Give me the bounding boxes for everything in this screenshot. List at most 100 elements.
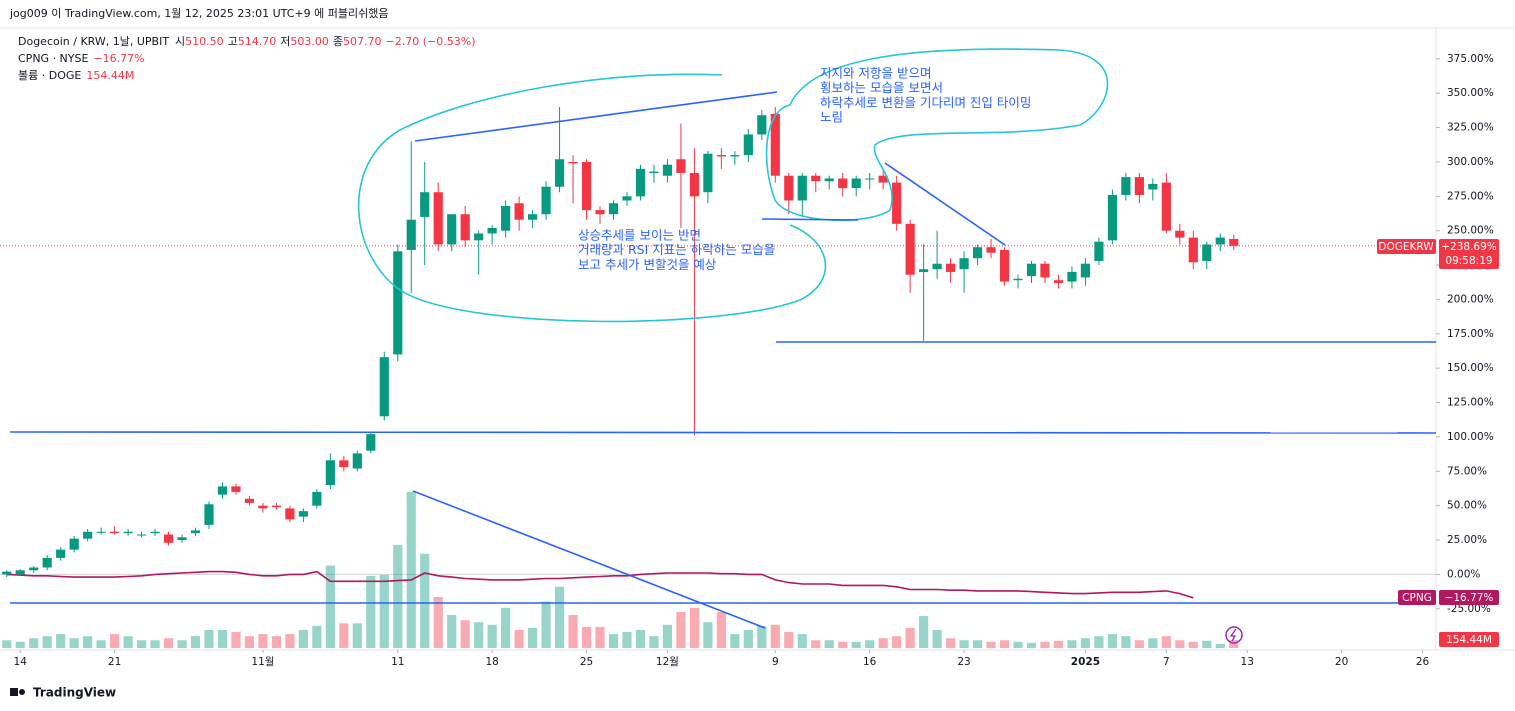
volume-bar [770, 624, 780, 648]
volume-bar [271, 636, 281, 648]
tag-countdown: 09:58:19 [1445, 255, 1492, 267]
candle-body [662, 164, 673, 176]
candle-body [231, 486, 241, 492]
trend-line [884, 162, 1006, 246]
volume-bar [730, 634, 740, 648]
candle-body [797, 175, 807, 201]
tag-box [1377, 239, 1436, 254]
volume-bar [811, 640, 821, 648]
candle-body [258, 505, 268, 509]
tag-compare-value: −16.77% [1445, 592, 1494, 604]
candle-body [892, 182, 902, 224]
annotation: 노림 [820, 110, 843, 125]
volume-bar [622, 632, 632, 648]
volume-bar [757, 625, 767, 648]
event-icon[interactable] [1225, 626, 1243, 644]
volume-bar [689, 607, 699, 648]
candle-body [676, 159, 686, 173]
candle-body [554, 159, 565, 187]
candle-body [972, 247, 983, 259]
volume-bar [999, 640, 1010, 648]
volume-bar [1013, 641, 1023, 648]
volume-bar [1094, 636, 1104, 648]
volume-bar [1175, 640, 1185, 648]
trend-line [414, 91, 778, 142]
legend-change: −2.70 (−0.53%) [386, 35, 476, 48]
candle-body [703, 153, 713, 193]
volume-bar [56, 634, 66, 648]
x-tick-label: 20 [1335, 656, 1348, 668]
volume-bar [972, 640, 983, 648]
volume-bar [608, 634, 619, 648]
y-tick-label: 175.00% [1447, 328, 1494, 340]
candle-body [1148, 183, 1158, 190]
volume-bar [1215, 643, 1225, 648]
candle-body [406, 219, 416, 250]
candle-body [29, 567, 39, 571]
volume-bar [676, 611, 686, 648]
candle-body [69, 538, 79, 550]
candle-body [204, 504, 214, 525]
volume-bar [797, 634, 807, 648]
volume-bar [1202, 640, 1212, 648]
publisher: jog009 이 TradingView.com, 1월 12, 2025 23… [9, 7, 388, 20]
volume-bar [487, 624, 497, 648]
legend-value: 154.44M [86, 69, 134, 82]
trend-line [761, 218, 859, 221]
volume-bar [905, 627, 915, 648]
volume-bar [312, 625, 322, 648]
legend-label: 고 [228, 35, 238, 48]
candle-body [379, 357, 389, 417]
candle-body [1013, 278, 1023, 281]
y-tick-label: 25.00% [1447, 534, 1487, 546]
candle-body [298, 511, 308, 517]
candle-body [932, 263, 942, 270]
volume-bar [1026, 642, 1037, 648]
volume-bar [69, 638, 79, 648]
legend-value: 514.70 [238, 35, 277, 48]
volume-bar [204, 629, 214, 648]
candle-body [42, 557, 52, 568]
candle-body [325, 460, 335, 486]
candle-body [581, 161, 592, 211]
volume-bar [703, 622, 713, 648]
footer: TradingView [33, 686, 116, 700]
y-tick-label: 275.00% [1447, 190, 1494, 202]
candle-body [15, 570, 25, 575]
volume-bar [865, 640, 875, 648]
candle-body [878, 175, 888, 183]
candle-body [150, 531, 160, 534]
volume-bar [379, 574, 389, 648]
candle-body [1188, 237, 1198, 263]
volume-bar [878, 638, 888, 648]
volume-bar [1040, 641, 1050, 648]
volume-bar [581, 626, 592, 648]
volume-bar [1134, 640, 1144, 648]
candle-body [514, 203, 524, 220]
legend-label: 시 [175, 35, 185, 48]
candle-body [541, 186, 551, 215]
volume-bar [406, 491, 416, 648]
volume-bar [716, 611, 726, 648]
x-tick-label: 21 [108, 656, 121, 668]
candle-body [123, 531, 133, 534]
candle-body [568, 161, 578, 164]
annotation: 거래량과 RSI 지표는 하락하는 모습을 [578, 242, 775, 257]
candle-body [919, 269, 929, 272]
volume-bar [635, 629, 646, 648]
volume-bar [1053, 640, 1064, 648]
x-tick-label: 11 [391, 656, 404, 668]
candle-body [689, 172, 699, 197]
legend-value: 503.00 [290, 35, 329, 48]
volume-bar [433, 597, 443, 648]
candle-body [487, 227, 497, 234]
candle-body [393, 251, 403, 355]
volume-bar [851, 641, 861, 648]
volume-bar [528, 627, 538, 648]
volume-bar [824, 640, 834, 648]
legend-value: 510.50 [185, 35, 224, 48]
x-tick-label: 12월 [656, 656, 679, 668]
y-tick-label: 375.00% [1447, 53, 1494, 65]
volume-bar [649, 636, 659, 648]
candle-body [433, 192, 443, 245]
